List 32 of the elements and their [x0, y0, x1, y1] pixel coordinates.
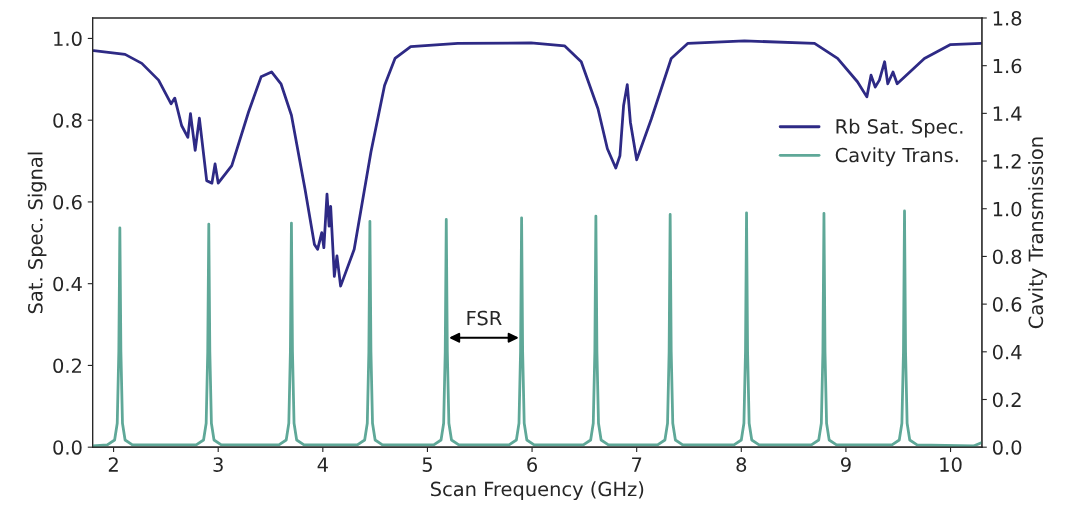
- line-series: [92, 39, 982, 288]
- y-tick-label: 1.0: [54, 31, 82, 47]
- y2-tick-label: 1.6: [993, 58, 1022, 74]
- y2-axis-title: Cavity Transmission: [1028, 137, 1047, 329]
- y-tick-label: 0.8: [53, 113, 82, 128]
- x-tick-label: 9: [840, 457, 851, 472]
- x-tick-label: 5: [422, 457, 432, 472]
- y2-tick-label: 0.8: [992, 249, 1022, 265]
- y-axis-title: Sat. Spec. Signal: [27, 152, 47, 314]
- x-tick-label: 6: [527, 457, 538, 472]
- y2-tick-label: 0.6: [992, 297, 1022, 312]
- y-tick-label: 0.6: [53, 194, 82, 210]
- y-tick-label: 0.0: [53, 440, 82, 455]
- x-tick-label: 2: [108, 457, 118, 472]
- y2-tick-label: 0.4: [992, 344, 1022, 360]
- x-axis-title: Scan Frequency (GHz): [431, 481, 644, 501]
- x-tick-label: 10: [940, 457, 962, 472]
- x-tick-label: 8: [736, 457, 747, 472]
- y2-tick-label: 1.4: [993, 106, 1022, 121]
- x-tick-label: 7: [632, 457, 642, 472]
- y2-tick-label: 1.0: [993, 201, 1022, 217]
- annotation: FSR: [467, 310, 502, 326]
- legend-label: Rb Sat. Spec.: [836, 118, 963, 138]
- y-tick-label: 0.2: [53, 358, 81, 374]
- y2-tick-label: 0.0: [992, 440, 1022, 455]
- x-tick-label: 3: [213, 457, 223, 472]
- legend-label: Cavity Trans.: [835, 147, 958, 167]
- y2-tick-label: 1.8: [993, 10, 1022, 26]
- y-tick-label: 0.4: [53, 276, 82, 292]
- y2-tick-label: 1.2: [993, 154, 1021, 169]
- x-tick-label: 4: [317, 457, 328, 472]
- y2-tick-label: 0.2: [992, 392, 1021, 408]
